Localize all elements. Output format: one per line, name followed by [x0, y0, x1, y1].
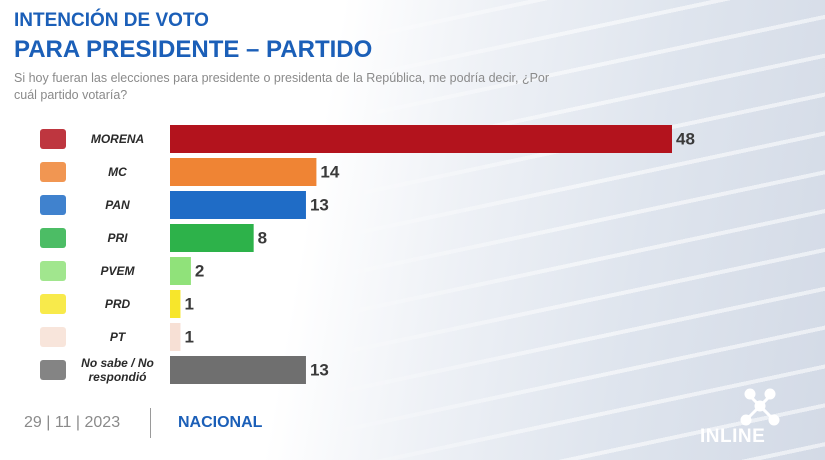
value-label: 48: [676, 129, 695, 148]
title: INTENCIÓN DE VOTO: [14, 10, 209, 31]
category-label: PRD: [104, 297, 131, 311]
category-label: No sabe / No respondió: [81, 356, 154, 384]
category-label-box: PVEM: [100, 264, 135, 278]
party-icon: [40, 327, 66, 347]
party-icon: [40, 360, 66, 380]
value-label: 13: [310, 195, 329, 214]
category-label: PRI: [107, 231, 128, 245]
bar: [170, 224, 254, 252]
value-label: 8: [258, 228, 267, 247]
bar: [170, 125, 672, 153]
brand-icon: [740, 388, 780, 426]
party-icon: [40, 162, 66, 182]
value-label: 1: [184, 327, 193, 346]
bar: [170, 290, 181, 318]
category-label-box: PRD: [104, 297, 131, 311]
subtitle: PARA PRESIDENTE – PARTIDO: [14, 36, 373, 63]
value-label: 13: [310, 360, 329, 379]
party-icon: [40, 129, 66, 149]
party-icon: [40, 294, 66, 314]
category-label: PT: [109, 330, 126, 344]
separator: [150, 408, 151, 438]
party-icon: [40, 261, 66, 281]
category-label: PAN: [105, 198, 130, 212]
category-label-box: PT: [109, 330, 126, 344]
party-icon: [40, 228, 66, 248]
bar: [170, 191, 306, 219]
bar: [170, 257, 191, 285]
value-label: 1: [184, 294, 193, 313]
category-label-box: PRI: [107, 231, 128, 245]
value-label: 2: [195, 261, 204, 280]
category-label-box: MORENA: [90, 132, 145, 146]
scope: NACIONAL: [178, 414, 263, 431]
date: 29 | 11 | 2023: [24, 414, 121, 431]
bar: [170, 323, 181, 351]
category-label-box: MC: [108, 165, 127, 179]
bar: [170, 158, 317, 186]
bar: [170, 356, 306, 384]
category-label-box: PAN: [105, 198, 130, 212]
category-label-box: No sabe / No respondió: [81, 356, 154, 384]
value-label: 14: [320, 162, 339, 181]
category-label: PVEM: [100, 264, 135, 278]
category-label: MC: [108, 165, 127, 179]
question: Si hoy fueran las elecciones para presid…: [14, 71, 550, 102]
category-label: MORENA: [90, 132, 145, 146]
party-icon: [40, 195, 66, 215]
brand: INLINE: [700, 426, 766, 447]
